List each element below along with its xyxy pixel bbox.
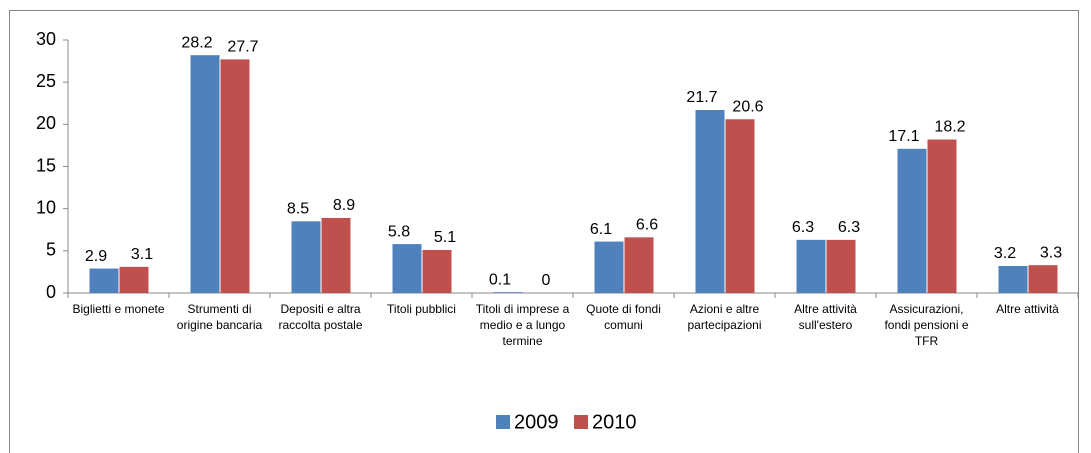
bar	[998, 266, 1028, 293]
y-tick-label: 0	[46, 282, 56, 302]
x-tick-label: Azioni e altre partecipazioni	[687, 302, 762, 332]
data-label: 6.1	[590, 221, 612, 238]
bar	[594, 241, 624, 293]
data-label: 8.9	[333, 197, 355, 214]
y-tick-label: 30	[36, 29, 56, 49]
bar	[624, 237, 654, 293]
x-tick-label: Strumenti di origine bancaria	[176, 302, 263, 332]
legend-swatch	[496, 415, 510, 429]
bar	[392, 244, 422, 293]
legend-label: 2010	[592, 411, 637, 433]
data-label: 3.3	[1040, 244, 1062, 261]
bar	[1028, 265, 1058, 293]
y-tick-label: 10	[36, 197, 56, 217]
data-label: 8.5	[287, 201, 309, 218]
x-tick-label: Biglietti e monete	[72, 302, 165, 316]
x-tick-label: Altre attività	[996, 302, 1059, 316]
data-label: 3.2	[994, 245, 1016, 262]
data-label: 0	[542, 272, 551, 289]
bar	[220, 59, 250, 293]
bar	[89, 268, 119, 293]
data-label: 27.7	[227, 39, 258, 56]
x-tick-label: Assicurazioni, fondi pensioni e TFR	[884, 302, 969, 348]
data-label: 5.8	[388, 223, 410, 240]
data-label: 3.1	[131, 246, 153, 263]
bar	[422, 249, 452, 293]
bar	[826, 239, 856, 293]
x-tick-label: Titoli pubblici	[387, 302, 456, 316]
x-tick-label: Depositi e altra raccolta postale	[278, 302, 363, 332]
data-label: 18.2	[934, 119, 965, 136]
data-label: 20.6	[732, 98, 763, 115]
data-label: 6.3	[838, 219, 860, 236]
data-label: 0.1	[489, 271, 511, 288]
legend-swatch	[574, 415, 588, 429]
bar	[291, 221, 321, 293]
x-tick-label: Titoli di imprese a medio e a lungo term…	[475, 302, 570, 348]
data-label: 2.9	[85, 248, 107, 265]
bar	[119, 266, 149, 293]
x-tick-label: Quote di fondi comuni	[586, 302, 661, 332]
bar	[796, 239, 826, 293]
data-label: 6.3	[792, 219, 814, 236]
y-tick-label: 15	[36, 155, 56, 175]
data-label: 17.1	[888, 128, 919, 145]
y-tick-label: 5	[46, 240, 56, 260]
data-label: 6.6	[636, 217, 658, 234]
bar	[695, 109, 725, 293]
bar	[493, 292, 523, 293]
chart-frame	[9, 10, 1079, 453]
bar	[321, 217, 351, 293]
legend-label: 2009	[514, 411, 559, 433]
y-tick-label: 20	[36, 113, 56, 133]
data-label: 5.1	[434, 229, 456, 246]
data-label: 21.7	[686, 89, 717, 106]
data-label: 28.2	[181, 34, 212, 51]
bar	[725, 119, 755, 293]
bar	[897, 148, 927, 293]
y-tick-label: 25	[36, 71, 56, 91]
bar	[190, 55, 220, 294]
x-tick-label: Altre attività sull'estero	[794, 302, 857, 332]
bar	[927, 139, 957, 293]
